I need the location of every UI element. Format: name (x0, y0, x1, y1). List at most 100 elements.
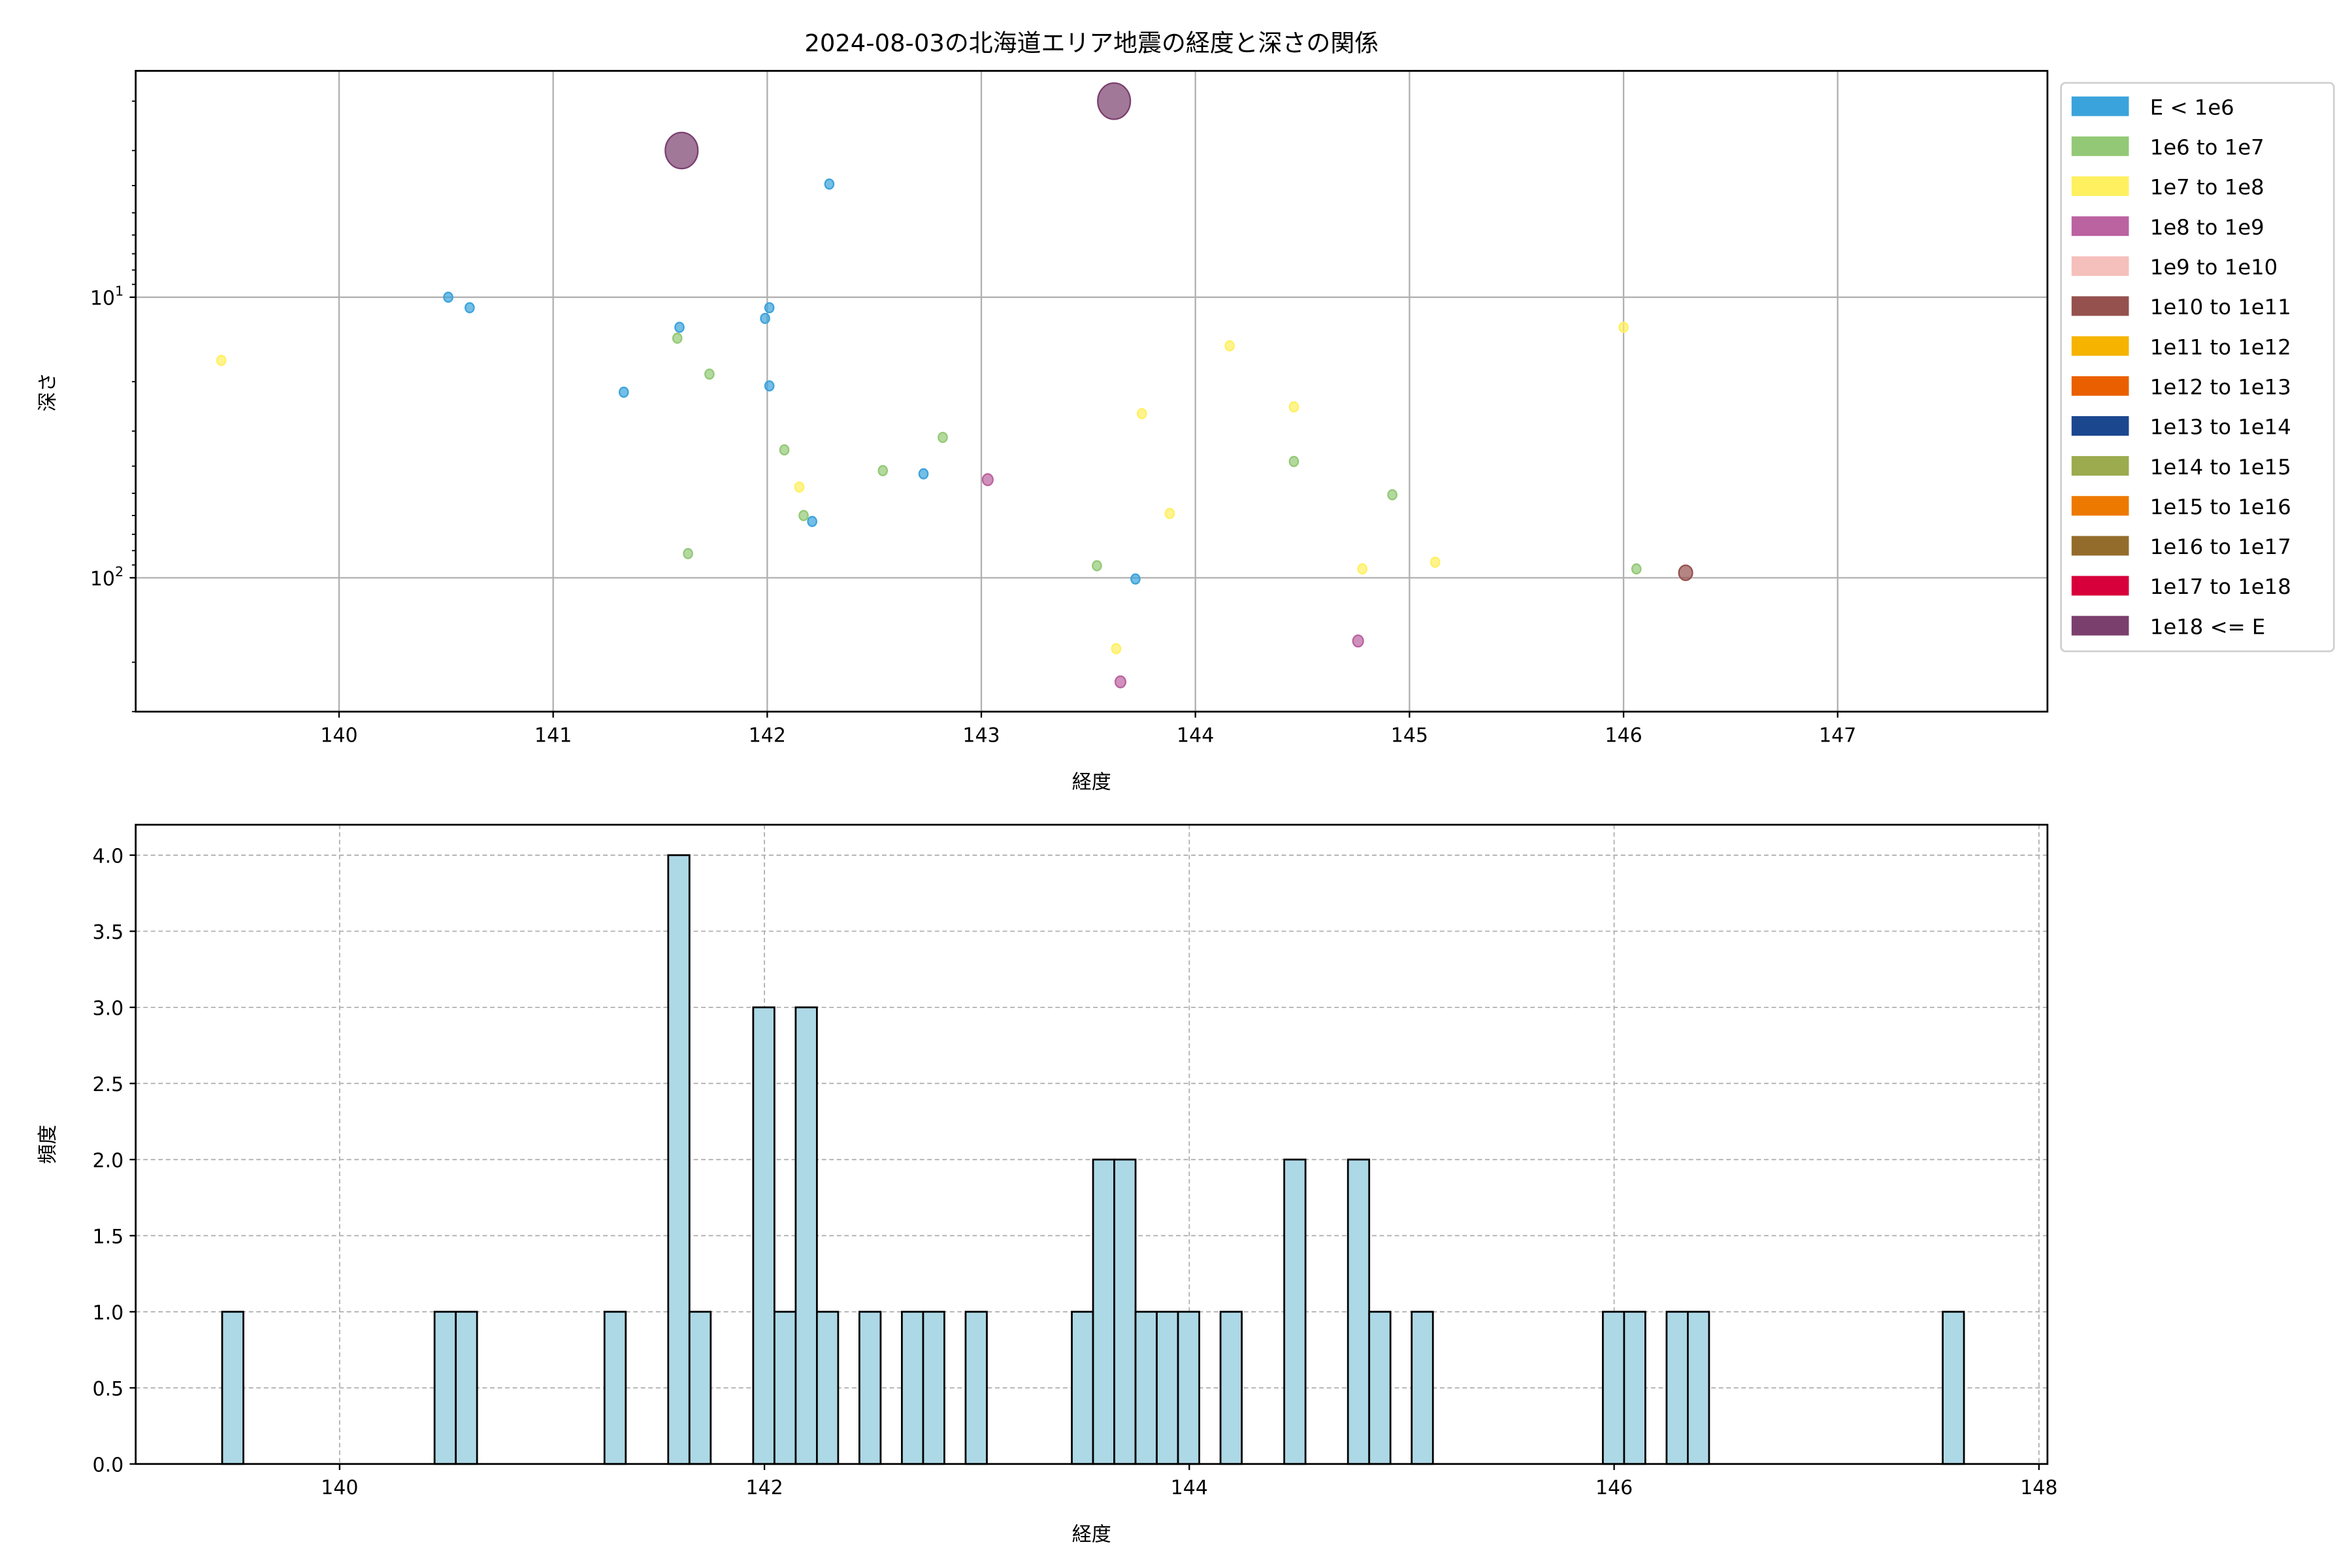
histogram-bar (964, 1311, 988, 1465)
legend-label: 1e18 <= E (2150, 614, 2266, 639)
y-tick-label: 102 (90, 564, 123, 591)
plot-frame (135, 70, 2049, 713)
x-tick-label: 143 (962, 724, 1000, 747)
histogram-bar (1219, 1311, 1243, 1465)
y-tick-label: 1.0 (93, 1301, 124, 1324)
scatter-point (672, 333, 683, 344)
histogram-bar (1942, 1311, 1965, 1465)
x-tick-label: 146 (1595, 1477, 1633, 1499)
legend-swatch (2071, 176, 2129, 196)
y-tick-label-base: 10 (90, 287, 115, 310)
scatter-point (1618, 321, 1629, 333)
y-tick-label-exponent: 2 (115, 564, 123, 580)
scatter-point (216, 355, 227, 367)
x-tick-label: 142 (749, 724, 786, 747)
histogram-bar (1665, 1311, 1689, 1465)
legend-swatch (2071, 576, 2129, 596)
scatter-point (938, 431, 948, 444)
scatter-point (794, 481, 805, 493)
legend-swatch (2071, 336, 2129, 356)
y-tick-label-exponent: 1 (115, 284, 123, 299)
x-tick-label: 144 (1177, 724, 1214, 747)
histogram-bar (1156, 1311, 1179, 1465)
scatter-point (1097, 82, 1132, 120)
histogram-bar (752, 1006, 776, 1465)
legend: E < 1e6 1e6 to 1e7 1e7 to 1e8 1e8 to 1e9 1e9… (2060, 82, 2335, 653)
histogram-plot: 140 142 144 146 148 0.0 0.5 1.0 1.5 2.0 2.5 3.0 3.5 4… (93, 823, 2057, 1499)
scatter-point (764, 302, 775, 314)
scatter-point (824, 178, 835, 190)
scatter-point (807, 515, 817, 527)
legend-label: 1e14 to 1e15 (2150, 455, 2291, 480)
histogram-bar (1134, 1311, 1158, 1465)
y-tick-label: 3.0 (93, 997, 124, 1020)
y-tick-label: 1.5 (93, 1226, 124, 1249)
histogram-bar (688, 1311, 712, 1465)
x-tick-label: 142 (745, 1477, 783, 1499)
x-tick-label: 148 (2020, 1477, 2057, 1499)
scatter-point (981, 473, 994, 487)
histogram-bar (773, 1311, 797, 1465)
plot-frame (135, 823, 2049, 1465)
histogram-bar (221, 1311, 244, 1465)
histogram-bar (1113, 1158, 1137, 1465)
scatter-point (1224, 340, 1235, 351)
scatter-point (1288, 455, 1299, 467)
histogram-bar (922, 1311, 945, 1465)
legend-label: 1e12 to 1e13 (2150, 374, 2291, 399)
legend-swatch (2071, 456, 2129, 476)
scatter-point (1130, 573, 1141, 585)
legend-swatch (2071, 376, 2129, 396)
histogram-bar (1687, 1311, 1710, 1465)
x-tick-label: 141 (534, 724, 572, 747)
scatter-point (1429, 556, 1441, 568)
scatter-point (1352, 634, 1364, 648)
scatter-point (918, 468, 929, 480)
scatter-point (1092, 560, 1102, 572)
histogram-y-axis-label: 頻度 (37, 1125, 59, 1164)
scatter-point (1678, 564, 1693, 581)
histogram-bar (815, 1311, 840, 1465)
x-tick-label: 146 (1605, 724, 1642, 747)
scatter-point (1164, 508, 1175, 519)
scatter-point (764, 380, 775, 392)
legend-swatch (2071, 136, 2129, 156)
y-tick-label: 2.0 (93, 1149, 124, 1172)
histogram-bar (433, 1311, 457, 1465)
histogram-bar (1601, 1311, 1625, 1465)
legend-label: 1e15 to 1e16 (2150, 495, 2291, 519)
x-tick-label: 147 (1819, 724, 1856, 747)
scatter-x-axis-label: 経度 (1072, 771, 1111, 794)
scatter-y-axis-label: 深さ (37, 372, 59, 412)
legend-swatch (2071, 615, 2129, 636)
histogram-bar (603, 1311, 627, 1465)
scatter-point (704, 368, 715, 380)
histogram-bar (1347, 1158, 1371, 1465)
legend-swatch (2071, 216, 2129, 237)
scatter-point (1114, 675, 1127, 689)
y-tick-label: 0.5 (93, 1378, 124, 1401)
histogram-bar (1177, 1311, 1200, 1465)
legend-label: 1e7 to 1e8 (2150, 175, 2264, 200)
histogram-bar (1071, 1311, 1094, 1465)
scatter-point (798, 510, 809, 521)
scatter-point (664, 131, 699, 170)
histogram-bar (1368, 1311, 1392, 1465)
legend-label: 1e16 to 1e17 (2150, 534, 2291, 559)
x-tick-label: 140 (321, 1477, 358, 1499)
scatter-point (877, 465, 889, 476)
legend-label: 1e9 to 1e10 (2150, 255, 2278, 280)
histogram-bar (1623, 1311, 1646, 1465)
legend-swatch (2071, 256, 2129, 276)
y-tick-label: 101 (90, 284, 123, 310)
histogram-bar (901, 1311, 924, 1465)
y-tick-label-base: 10 (90, 568, 115, 591)
histogram-bar (667, 854, 691, 1465)
histogram-bar (455, 1311, 478, 1465)
scatter-point (1136, 408, 1147, 419)
legend-label: 1e10 to 1e11 (2150, 295, 2291, 319)
scatter-point (1357, 563, 1368, 575)
scatter-point (465, 302, 475, 314)
